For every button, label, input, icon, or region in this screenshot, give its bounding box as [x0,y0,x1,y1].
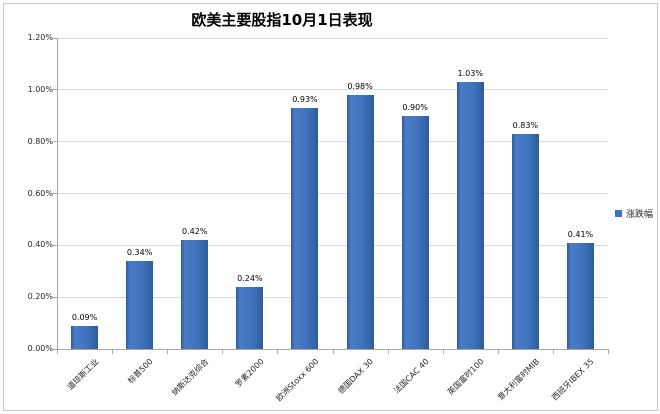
y-axis-line [57,38,58,349]
x-axis-tick [442,350,444,354]
bar-value-label: 0.41% [567,229,594,239]
y-axis-label: 0.80% [27,136,53,146]
y-axis-label: 0.60% [27,188,53,198]
y-axis-tick [53,296,57,298]
y-axis-tick [53,37,57,39]
bar-value-label: 0.42% [182,227,208,237]
y-axis-label: 0.00% [27,344,53,353]
x-axis-tick [332,350,334,354]
gridline [57,244,608,246]
gridline [57,37,608,39]
bar-10 [566,242,594,349]
bar-value-label: 0.24% [237,273,263,283]
bar-9 [511,133,539,349]
legend-swatch-icon [615,210,622,217]
bar-value-label: 0.09% [71,312,98,322]
bar-8 [456,82,484,349]
legend-label: 涨跌幅 [626,210,654,220]
y-axis-tick [53,193,57,194]
x-axis-tick [497,350,499,354]
bar-1 [71,325,99,349]
bar-value-label: 0.90% [402,102,428,112]
bar-7 [401,115,429,349]
chart-title: 欧美主要股指10月1日表现 [191,11,373,29]
x-axis-tick [57,350,58,354]
x-axis-tick [112,350,114,354]
gridline [57,193,608,194]
gridline [57,89,608,91]
x-axis-tick [552,350,554,354]
y-axis-tick [53,89,57,91]
x-axis-tick [222,350,224,354]
bar-4 [236,286,264,349]
bar-6 [346,95,374,349]
bar-5 [291,107,319,349]
bar-value-label: 0.93% [292,94,318,104]
chart-border [3,3,658,411]
x-axis-tick [387,350,389,354]
bar-3 [181,240,209,349]
bar-value-label: 0.83% [512,120,539,130]
bar-value-label: 0.98% [347,82,373,92]
gridline [57,141,608,143]
y-axis-label: 0.20% [27,292,53,302]
y-axis-tick [53,348,57,350]
x-axis-tick [608,350,609,354]
y-axis-tick [53,141,57,143]
y-axis-label: 1.00% [27,84,53,94]
legend: 涨跌幅 [615,207,653,220]
gridline [57,296,608,298]
y-axis-label: 1.20% [27,33,53,42]
x-axis-tick [277,350,279,354]
bar-2 [126,260,154,349]
bar-value-label: 1.03% [457,69,483,79]
x-axis-tick [167,350,169,354]
x-axis-line [57,349,609,350]
bar-value-label: 0.34% [126,247,153,257]
y-axis-label: 0.40% [27,240,53,250]
y-axis-tick [53,244,57,246]
